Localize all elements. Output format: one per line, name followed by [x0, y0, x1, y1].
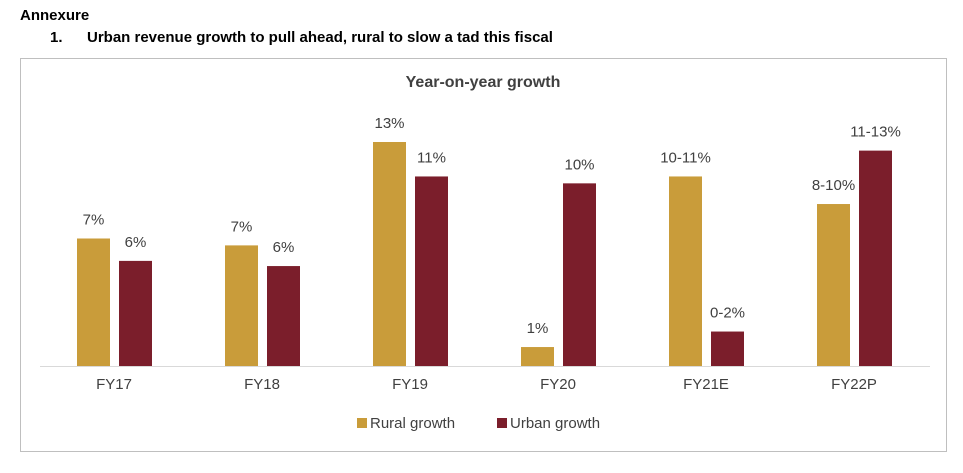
data-label: 10% — [564, 156, 594, 173]
bar — [521, 347, 554, 366]
bar — [373, 142, 406, 366]
bar — [817, 204, 850, 366]
x-tick-label: FY19 — [392, 376, 428, 393]
legend-label: Rural growth — [370, 415, 455, 432]
data-label: 8-10% — [812, 177, 855, 194]
bar — [119, 260, 152, 366]
data-label: 6% — [273, 239, 295, 256]
x-tick-label: FY18 — [244, 376, 280, 393]
bar — [563, 183, 596, 366]
data-label: 11% — [417, 149, 446, 166]
bar — [669, 176, 702, 366]
legend-swatch — [497, 418, 507, 428]
data-label: 6% — [125, 234, 147, 251]
data-label: 7% — [83, 211, 105, 228]
x-tick-label: FY17 — [96, 376, 132, 393]
bar — [415, 176, 448, 366]
data-label: 11-13% — [850, 124, 901, 141]
data-label: 10-11% — [660, 149, 711, 166]
data-label: 7% — [231, 218, 253, 235]
chart-title: Year-on-year growth — [406, 74, 561, 91]
chart-frame — [20, 58, 947, 452]
data-label: 0-2% — [710, 305, 745, 322]
section-title: Annexure — [20, 7, 89, 24]
bar — [267, 266, 300, 366]
x-tick-label: FY21E — [683, 376, 729, 393]
legend-label: Urban growth — [510, 415, 600, 432]
item-heading: Urban revenue growth to pull ahead, rura… — [87, 29, 553, 46]
bar — [859, 150, 892, 366]
x-tick-label: FY22P — [831, 376, 877, 393]
data-label: 13% — [374, 115, 404, 132]
x-tick-label: FY20 — [540, 376, 576, 393]
item-number: 1. — [50, 29, 63, 46]
data-label: 1% — [527, 320, 549, 337]
bar — [225, 245, 258, 366]
bar — [711, 331, 744, 366]
legend-swatch — [357, 418, 367, 428]
bar — [77, 238, 110, 366]
